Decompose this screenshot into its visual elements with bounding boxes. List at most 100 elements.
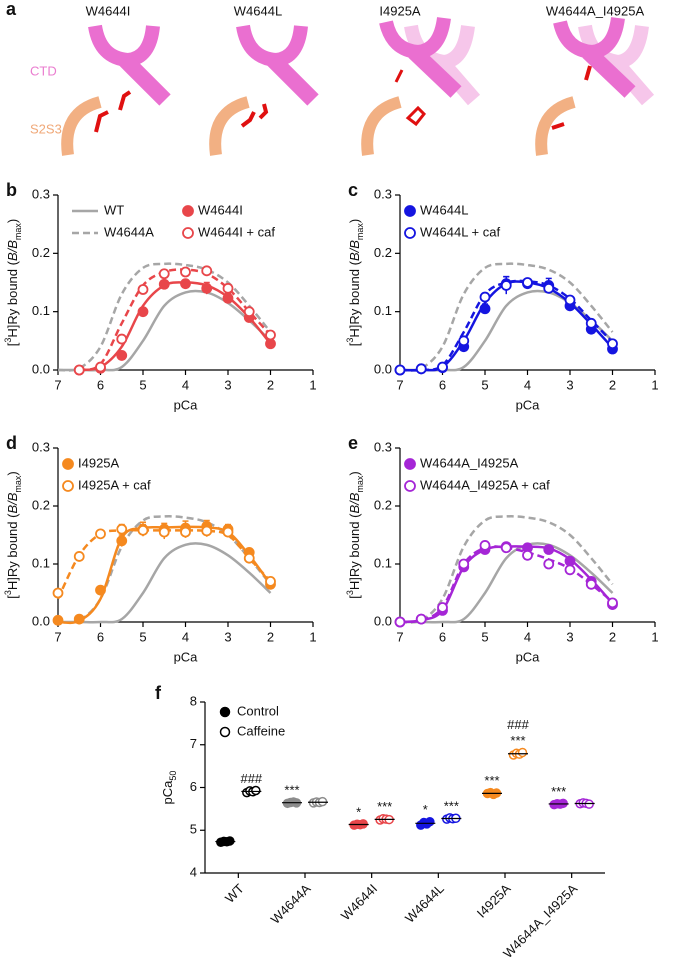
legend-marker: [219, 726, 231, 738]
x-tick-label: 1: [651, 629, 658, 644]
data-point: [543, 558, 555, 570]
annotation: ***: [484, 773, 499, 788]
legend-marker: [404, 205, 416, 217]
panel-letter: b: [6, 180, 17, 200]
y-label-part: 50: [168, 771, 178, 781]
y-label-part: max: [13, 223, 23, 241]
y-label-part: ): [5, 219, 20, 223]
fit-curve: [399, 280, 614, 372]
x-tick-label: 7: [54, 629, 61, 644]
legend-label: W4644I + caf: [198, 224, 275, 239]
data-point: [517, 747, 528, 758]
legend-marker: [404, 458, 416, 470]
y-tick-label: 8: [190, 693, 197, 708]
x-tick-label: W4644I: [338, 881, 380, 923]
legend-label: I4925A + caf: [78, 477, 151, 492]
data-point: [52, 614, 64, 626]
data-point: [116, 535, 128, 547]
data-point: [243, 306, 255, 318]
data-point: [415, 363, 427, 375]
fit-curve: [79, 281, 272, 372]
x-axis-label: pCa: [174, 397, 199, 412]
y-label-part: ): [347, 471, 362, 475]
y-label-part: B/B: [347, 240, 362, 261]
legend-label: W4644A_I4925A: [420, 455, 519, 470]
x-axis-label: pCa: [174, 649, 199, 664]
data-point: [137, 284, 149, 295]
data-point: [584, 799, 594, 809]
data-point: [479, 303, 491, 315]
legend-marker: [182, 205, 194, 217]
y-tick-label: 5: [190, 822, 197, 837]
data-point: [415, 613, 427, 625]
y-label-part: B/B: [5, 492, 20, 513]
x-tick-label: 5: [139, 629, 146, 644]
data-point: [585, 578, 597, 590]
data-point: [95, 584, 106, 596]
legend-label: W4644A: [104, 224, 154, 239]
y-tick-label: 0.0: [374, 613, 392, 628]
annotation: ***: [510, 733, 525, 748]
panel-letter: d: [6, 433, 17, 453]
y-label-part: max: [13, 475, 23, 493]
data-point: [180, 526, 191, 538]
data-point: [479, 291, 491, 303]
y-tick-label: 0.1: [32, 555, 50, 570]
fit-curve: [57, 289, 272, 372]
data-point: [425, 816, 435, 827]
data-point: [225, 836, 235, 846]
x-tick-label: 4: [524, 377, 531, 392]
data-point: [180, 266, 191, 278]
data-point: [158, 526, 170, 538]
y-tick-label: 0.3: [32, 439, 50, 454]
y-label-part: 3: [3, 590, 13, 595]
panel-letter: a: [6, 0, 17, 19]
x-tick-label: I4925A: [474, 881, 514, 921]
y-tick-label: 0.3: [32, 186, 50, 201]
data-point: [607, 338, 618, 350]
y-tick-label: 0.2: [374, 245, 392, 260]
y-tick-label: 0.3: [374, 439, 392, 454]
panel-title: I4925A: [379, 3, 421, 18]
annotation: *: [423, 802, 428, 817]
data-point: [95, 528, 106, 540]
x-tick-label: 2: [609, 629, 616, 644]
y-axis-label: [3H]Ry bound (B/Bmax): [345, 471, 365, 599]
annotation: ***: [377, 799, 392, 814]
legend-label: W4644L + caf: [420, 224, 500, 239]
data-point: [265, 576, 276, 587]
fit-curve: [57, 525, 272, 625]
y-label-part: 3: [345, 590, 355, 595]
data-point: [558, 798, 568, 809]
fit-curve: [399, 262, 614, 372]
data-point: [52, 587, 64, 599]
data-point: [265, 338, 276, 350]
y-tick-label: 0.1: [374, 303, 392, 318]
y-tick-label: 0.0: [374, 361, 392, 376]
legend-marker: [62, 480, 74, 492]
x-tick-label: 5: [481, 629, 488, 644]
x-tick-label: 1: [651, 377, 658, 392]
data-point: [564, 564, 576, 576]
legend-label: W4644L: [420, 202, 468, 217]
data-point: [394, 616, 406, 628]
x-axis-label: pCa: [516, 649, 541, 664]
ctd-label: CTD: [30, 63, 57, 78]
data-point: [137, 306, 149, 318]
y-tick-label: 0.3: [374, 186, 392, 201]
y-label-part: B/B: [347, 492, 362, 513]
y-label-part: H]Ry bound (: [5, 260, 20, 337]
fit-curve: [58, 542, 272, 624]
data-point: [73, 364, 85, 376]
y-label-part: ): [5, 471, 20, 475]
fit-curve: [399, 289, 614, 372]
legend-marker: [404, 480, 416, 492]
y-label-part: [: [347, 342, 362, 346]
y-tick-label: 0.2: [374, 497, 392, 512]
y-label-part: pCa: [160, 780, 175, 805]
x-tick-label: 3: [224, 629, 231, 644]
panel-letter: c: [348, 180, 358, 200]
x-axis-label: pCa: [516, 397, 541, 412]
x-tick-label: 2: [609, 377, 616, 392]
x-tick-label: 7: [396, 629, 403, 644]
